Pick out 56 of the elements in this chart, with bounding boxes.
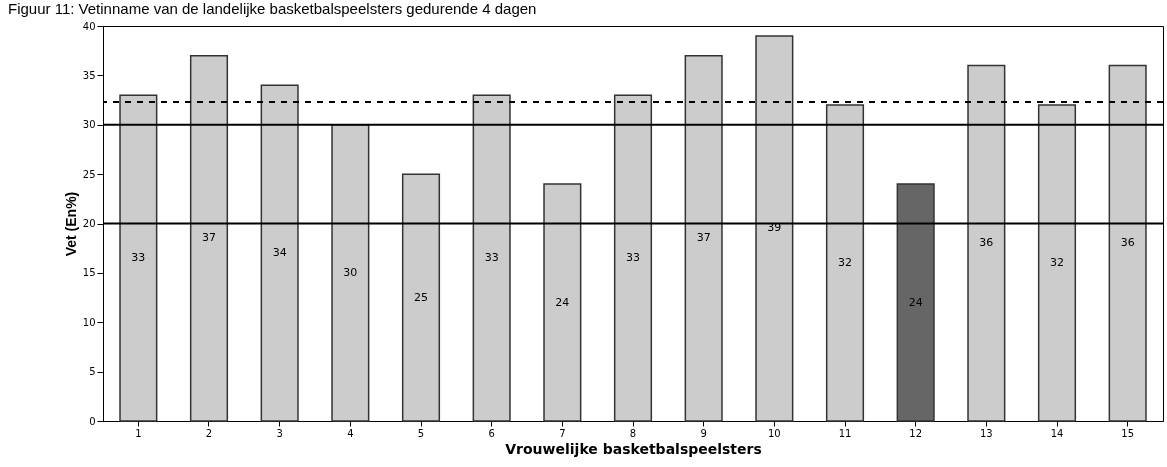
bar [119, 94, 158, 422]
data-label: 32 [1050, 256, 1064, 269]
y-tick-label: 20 [82, 218, 96, 229]
bar [260, 84, 299, 422]
x-tick-label: 7 [559, 427, 566, 439]
bar [755, 35, 794, 422]
x-tick-label: 2 [205, 427, 213, 439]
x-tick-label: 13 [979, 427, 993, 439]
y-axis-title: Vet (En%) [62, 191, 79, 257]
data-label: 33 [484, 251, 499, 265]
x-axis-title: Vrouwelijke basketbalspeelsters [505, 440, 762, 457]
y-tick-label: 10 [82, 316, 96, 328]
data-label: 25 [414, 290, 428, 304]
y-tick-label: 35 [82, 69, 96, 81]
data-label: 37 [696, 231, 711, 245]
bar [331, 124, 370, 422]
data-label: 33 [131, 251, 146, 265]
bar [967, 64, 1006, 422]
y-tick-label: 30 [82, 119, 96, 131]
x-tick-label: 12 [909, 427, 923, 439]
bar [1037, 104, 1077, 422]
bar [543, 183, 582, 422]
x-tick-label: 5 [417, 427, 425, 439]
data-label: 24 [908, 295, 923, 309]
x-tick-label: 6 [488, 427, 495, 439]
x-tick-label: 10 [767, 427, 781, 439]
x-tick-label: 15 [1121, 427, 1135, 439]
y-tick-label: 5 [89, 366, 96, 378]
bar [684, 54, 723, 422]
data-label: 36 [1120, 236, 1135, 250]
x-tick-label: 3 [276, 427, 283, 439]
y-tick-label: 0 [89, 415, 96, 427]
data-label: 37 [202, 231, 216, 245]
y-tick-label: 40 [82, 20, 96, 32]
data-label: 34 [272, 246, 287, 260]
bar [613, 94, 653, 422]
x-tick-label: 9 [700, 427, 707, 439]
data-label: 36 [979, 236, 994, 250]
x-tick-label: 4 [347, 427, 354, 439]
y-tick-label: 25 [82, 168, 96, 180]
data-label: 30 [343, 265, 358, 279]
bar [189, 54, 229, 422]
x-tick-label: 8 [629, 427, 637, 439]
x-tick-label: 1 [135, 427, 142, 439]
data-label: 32 [838, 256, 852, 269]
data-label: 24 [555, 295, 570, 309]
x-tick-label: 14 [1050, 427, 1064, 439]
bar [401, 173, 441, 422]
y-tick-label: 15 [82, 267, 96, 279]
bar [825, 104, 865, 422]
x-tick-label: 11 [838, 427, 852, 439]
chart-title: Figuur 11: Vetinname van de landelijke basketbalspeelsters gedurende 4 dagen [8, 0, 537, 17]
bar [472, 94, 511, 422]
bar [1108, 64, 1147, 422]
bar [896, 183, 935, 422]
data-label: 33 [626, 251, 640, 265]
